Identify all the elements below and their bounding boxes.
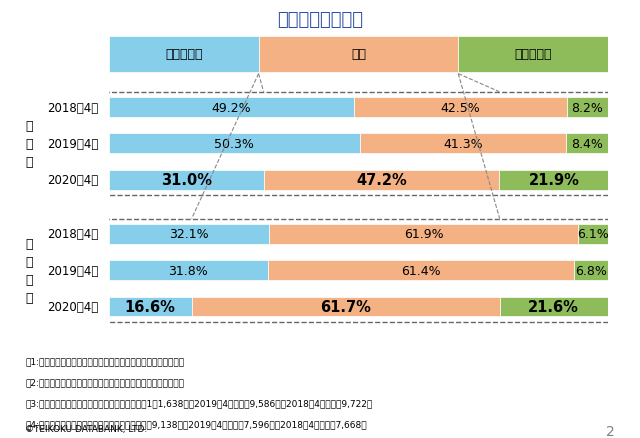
Bar bbox=[109, 225, 269, 244]
Text: 31.8%: 31.8% bbox=[168, 264, 208, 277]
Bar bbox=[458, 37, 608, 72]
Bar bbox=[566, 98, 607, 118]
Text: 41.3%: 41.3% bbox=[443, 138, 483, 151]
Bar bbox=[109, 261, 268, 281]
Bar bbox=[109, 170, 264, 190]
Bar bbox=[574, 261, 608, 281]
Text: 8.2%: 8.2% bbox=[571, 101, 603, 114]
Bar bbox=[264, 170, 499, 190]
Text: 注4:非正社員の母数は「該当なし／無回答」を除く9,138社。2019年4月調査は7,596社。2018年4月調査は7,668社: 注4:非正社員の母数は「該当なし／無回答」を除く9,138社。2019年4月調査… bbox=[25, 420, 367, 429]
Text: 6.8%: 6.8% bbox=[575, 264, 607, 277]
Text: 「不足」計: 「不足」計 bbox=[165, 48, 202, 61]
Bar bbox=[578, 225, 609, 244]
Text: 50.3%: 50.3% bbox=[214, 138, 254, 151]
Text: 61.7%: 61.7% bbox=[320, 299, 371, 314]
Bar bbox=[355, 98, 566, 118]
Bar bbox=[360, 134, 566, 154]
Text: 47.2%: 47.2% bbox=[356, 173, 407, 187]
Bar bbox=[268, 261, 574, 281]
Text: 2: 2 bbox=[606, 424, 615, 438]
Text: 非
正
社
員: 非 正 社 員 bbox=[25, 237, 33, 304]
Text: 「過剰」計: 「過剰」計 bbox=[515, 48, 552, 61]
Text: 61.4%: 61.4% bbox=[401, 264, 440, 277]
Text: 正
社
員: 正 社 員 bbox=[25, 120, 33, 169]
Text: 21.9%: 21.9% bbox=[529, 173, 579, 187]
Text: 2020年4月: 2020年4月 bbox=[47, 300, 99, 313]
Text: 8.4%: 8.4% bbox=[571, 138, 603, 151]
Text: 注3:正社員の母数は「該当なし／無回答」を除く1万1,638社。2019年4月調査は9,586社。2018年4月調査は9,722社: 注3:正社員の母数は「該当なし／無回答」を除く1万1,638社。2019年4月調… bbox=[25, 399, 372, 407]
Text: 2019年4月: 2019年4月 bbox=[47, 138, 99, 151]
Bar bbox=[191, 297, 500, 317]
Text: 61.9%: 61.9% bbox=[404, 228, 444, 241]
Text: 21.6%: 21.6% bbox=[528, 299, 579, 314]
Text: 6.1%: 6.1% bbox=[577, 228, 609, 241]
Bar bbox=[566, 134, 608, 154]
Text: 2018年4月: 2018年4月 bbox=[47, 101, 99, 114]
Text: 適正: 適正 bbox=[351, 48, 366, 61]
Text: ©TEIKOKU DATABANK, LTD.: ©TEIKOKU DATABANK, LTD. bbox=[25, 424, 147, 433]
Text: 2018年4月: 2018年4月 bbox=[47, 228, 99, 241]
Text: 注2:「過剰」計は、「非常に過剰」「過剰」「やや過剰」の合計: 注2:「過剰」計は、「非常に過剰」「過剰」「やや過剰」の合計 bbox=[25, 377, 184, 386]
Bar bbox=[109, 37, 259, 72]
Bar bbox=[259, 37, 458, 72]
Text: 31.0%: 31.0% bbox=[161, 173, 212, 187]
Bar bbox=[500, 297, 607, 317]
Bar bbox=[109, 134, 360, 154]
Text: 注1:「不足」計は、「非常に不足」「不足」「やや不足」の合計: 注1:「不足」計は、「非常に不足」「不足」「やや不足」の合計 bbox=[25, 356, 184, 365]
Text: 16.6%: 16.6% bbox=[125, 299, 175, 314]
Text: 32.1%: 32.1% bbox=[169, 228, 209, 241]
Bar bbox=[109, 98, 355, 118]
Text: 49.2%: 49.2% bbox=[212, 101, 252, 114]
Text: 従業員の過不足感: 従業員の過不足感 bbox=[277, 11, 363, 29]
Bar bbox=[109, 297, 191, 317]
Bar bbox=[499, 170, 609, 190]
Text: 42.5%: 42.5% bbox=[440, 101, 481, 114]
Text: 2020年4月: 2020年4月 bbox=[47, 173, 99, 187]
Text: 2019年4月: 2019年4月 bbox=[47, 264, 99, 277]
Bar bbox=[269, 225, 578, 244]
